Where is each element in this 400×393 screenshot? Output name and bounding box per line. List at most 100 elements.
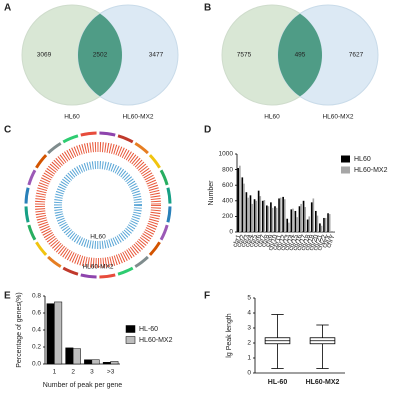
bar (296, 217, 298, 232)
chromosome-band (148, 154, 161, 169)
chromosome-band (134, 142, 149, 155)
venn-value: 3477 (149, 52, 164, 59)
x-tick-label: chr5 (248, 234, 259, 249)
chromosome-band (117, 134, 134, 144)
bar (308, 216, 311, 232)
ring (54, 161, 142, 249)
y-tick-label: 1000 (219, 151, 234, 158)
bar (304, 207, 307, 232)
chromosome-band (27, 169, 37, 186)
x-axis-label: Number of peak per gene (43, 382, 122, 389)
bar (298, 206, 301, 232)
y-tick-label: 800 (222, 166, 233, 173)
bar (328, 214, 331, 232)
y-axis-label: Percentage of genes(%) (16, 292, 23, 368)
x-tick-label: chr8 (260, 234, 271, 249)
x-tick-label: HL60-MX2 (306, 379, 340, 386)
chromosome-band (159, 224, 169, 241)
bar (290, 209, 293, 232)
bar (282, 196, 284, 232)
chromosome-band (80, 273, 97, 279)
venn-value: 3069 (37, 52, 52, 59)
set-label: HL60 (64, 114, 80, 121)
bar (316, 215, 319, 232)
bar (241, 177, 244, 232)
bar (251, 203, 253, 232)
chromosome-band (80, 131, 97, 137)
bar (324, 217, 327, 232)
bar (265, 205, 268, 232)
ring-label: HL60 (90, 234, 106, 241)
bar (65, 347, 74, 365)
legend-label: HL60 (354, 156, 371, 163)
bar (247, 197, 249, 232)
bar (91, 359, 100, 365)
venn-value: 2502 (93, 52, 108, 59)
bar (306, 219, 309, 232)
chromosome-band (62, 134, 79, 144)
legend-swatch (341, 155, 350, 163)
x-tick-label: chr6 (252, 234, 263, 249)
venn-overlap (278, 13, 323, 97)
y-tick-label: 0.2 (32, 344, 41, 351)
bar (245, 192, 248, 232)
bar (292, 208, 294, 232)
x-tick-label: HL-60 (268, 379, 288, 386)
y-tick-label: 200 (222, 213, 233, 220)
bar (327, 213, 329, 232)
bar (320, 225, 323, 232)
bar (314, 210, 317, 232)
bar (302, 200, 305, 232)
legend-label: HL60-MX2 (354, 167, 388, 174)
y-tick-label: 1 (247, 355, 251, 362)
x-tick-label: chr2 (236, 234, 247, 249)
y-tick-label: 0.8 (32, 293, 41, 300)
legend-swatch (125, 336, 136, 344)
bar (270, 202, 272, 232)
panel-label: F (204, 291, 210, 302)
venn-value: 7627 (349, 52, 364, 59)
chromosome-band (35, 241, 48, 256)
bar (279, 197, 282, 232)
set-label: HL60-MX2 (122, 114, 153, 121)
panel-label: A (4, 3, 11, 14)
legend-label: HL-60 (139, 326, 158, 333)
x-tick-label: chr7 (256, 234, 267, 249)
chromosome-band (148, 241, 161, 256)
bar (253, 199, 256, 232)
bar (332, 231, 335, 232)
venn-overlap (78, 13, 122, 97)
x-tick-label: chrY (325, 233, 336, 249)
chromosome-band (166, 206, 172, 223)
chromosome-band (99, 131, 116, 137)
chromosome-band (47, 142, 62, 155)
bar (278, 198, 280, 232)
y-tick-label: 0.6 (32, 310, 41, 317)
bar (312, 198, 315, 232)
panel-label: C (4, 125, 11, 136)
panel-label: D (204, 125, 211, 136)
chromosome-band (47, 255, 62, 268)
y-tick-label: 400 (222, 198, 233, 205)
chromosome-band (24, 187, 30, 204)
x-tick-label: chr1 (232, 234, 243, 249)
chromosome-band (35, 154, 48, 169)
legend-label: HL60-MX2 (139, 337, 173, 344)
bar (263, 200, 266, 232)
panel-label: B (204, 3, 211, 14)
bar (255, 200, 258, 232)
bar (300, 203, 302, 232)
bar (239, 165, 241, 232)
legend-swatch (125, 325, 136, 333)
ring-label: HL60-MX2 (82, 264, 113, 271)
chromosome-band (62, 266, 79, 276)
chromosome-band (99, 273, 116, 279)
y-tick-label: 0 (229, 229, 233, 236)
chromosome-band (117, 266, 134, 276)
bar (54, 301, 63, 365)
y-tick-label: 5 (247, 295, 251, 302)
y-tick-label: 600 (222, 182, 233, 189)
x-tick-label: 2 (71, 369, 75, 376)
x-tick-label: >3 (107, 369, 115, 376)
